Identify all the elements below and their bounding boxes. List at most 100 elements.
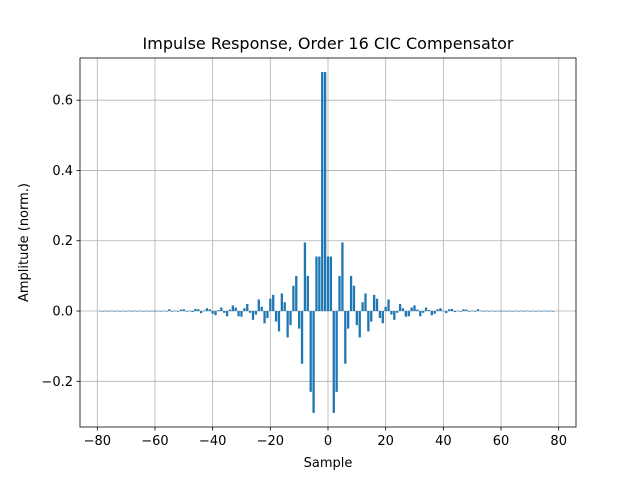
impulse-bar bbox=[272, 294, 275, 312]
impulse-bar bbox=[266, 311, 269, 319]
impulse-bar bbox=[479, 310, 482, 312]
impulse-bar bbox=[119, 311, 122, 312]
axis-ticks: −80 −60 −40 −20 0 20 40 60 80 −0.2 0.0 0.2 0.4 0.6 bbox=[41, 94, 567, 449]
impulse-bar bbox=[168, 309, 171, 312]
impulse-bar bbox=[248, 311, 252, 313]
impulse-bar bbox=[225, 311, 229, 317]
impulse-bar bbox=[404, 311, 408, 317]
impulse-bar bbox=[505, 311, 508, 312]
impulse-bar bbox=[199, 311, 203, 314]
impulse-bar bbox=[113, 311, 116, 312]
impulse-bar bbox=[274, 311, 278, 322]
impulse-bar bbox=[243, 308, 246, 312]
impulse-bar bbox=[179, 309, 183, 312]
impulse-bar bbox=[251, 311, 255, 320]
x-tick-label: −40 bbox=[199, 434, 226, 449]
impulse-bar bbox=[191, 311, 194, 313]
impulse-bar bbox=[300, 311, 304, 364]
impulse-bar bbox=[488, 311, 491, 312]
impulse-bar bbox=[439, 308, 442, 312]
impulse-bar bbox=[445, 311, 448, 314]
impulse-bar bbox=[110, 310, 113, 312]
impulse-bar bbox=[116, 310, 119, 312]
impulse-bar bbox=[525, 310, 529, 312]
impulse-bar bbox=[430, 311, 433, 316]
impulse-bar bbox=[145, 310, 148, 312]
x-tick-label: −60 bbox=[141, 434, 168, 449]
impulse-bar bbox=[465, 309, 468, 312]
impulse-bar bbox=[214, 311, 217, 316]
impulse-bar bbox=[433, 311, 436, 314]
impulse-bar bbox=[459, 311, 462, 312]
impulse-bar bbox=[217, 309, 220, 312]
impulse-bar bbox=[502, 310, 506, 312]
impulse-bar bbox=[413, 305, 416, 312]
impulse-bar bbox=[520, 310, 523, 312]
y-tick-label: 0.2 bbox=[52, 234, 73, 249]
impulse-bar bbox=[546, 311, 549, 312]
impulse-bar bbox=[364, 293, 367, 312]
impulse-bar bbox=[352, 285, 356, 312]
impulse-bar bbox=[424, 307, 428, 312]
impulse-bar bbox=[462, 309, 465, 312]
impulse-bar bbox=[237, 311, 240, 317]
impulse-bar bbox=[396, 311, 399, 313]
impulse-bar bbox=[378, 311, 382, 319]
impulse-bar bbox=[494, 311, 497, 312]
impulse-bar bbox=[522, 311, 526, 312]
impulse-bars bbox=[99, 72, 555, 413]
impulse-bar bbox=[133, 310, 136, 312]
impulse-bar bbox=[312, 311, 315, 413]
chart-title: Impulse Response, Order 16 CIC Compensat… bbox=[143, 34, 514, 53]
impulse-bar bbox=[499, 311, 503, 312]
impulse-bar bbox=[442, 310, 445, 312]
impulse-bar bbox=[384, 306, 387, 312]
y-tick-label: 0.6 bbox=[52, 94, 73, 109]
impulse-bar bbox=[447, 309, 451, 312]
impulse-bar bbox=[107, 311, 110, 312]
impulse-bar bbox=[370, 311, 373, 322]
impulse-bar bbox=[176, 311, 180, 312]
impulse-bar bbox=[534, 311, 537, 312]
impulse-bar bbox=[329, 256, 333, 312]
impulse-bar bbox=[347, 311, 350, 329]
impulse-bar bbox=[436, 309, 439, 312]
impulse-bar bbox=[240, 311, 243, 317]
impulse-bar bbox=[358, 311, 361, 338]
y-tick-label: −0.2 bbox=[41, 375, 73, 390]
impulse-bar bbox=[124, 311, 128, 312]
impulse-bar bbox=[231, 305, 234, 312]
impulse-bar bbox=[318, 256, 321, 312]
impulse-bar bbox=[456, 310, 459, 312]
impulse-bar bbox=[286, 311, 289, 338]
impulse-bar bbox=[367, 311, 370, 332]
impulse-bar bbox=[139, 310, 142, 312]
impulse-bar bbox=[361, 302, 364, 312]
impulse-bar bbox=[485, 310, 488, 312]
impulse-bar bbox=[202, 310, 206, 312]
impulse-bar bbox=[381, 311, 384, 324]
impulse-bar bbox=[416, 309, 419, 312]
impulse-bar bbox=[185, 311, 188, 312]
impulse-bar bbox=[142, 311, 145, 312]
x-tick-label: 0 bbox=[324, 434, 332, 449]
impulse-bar bbox=[349, 275, 353, 312]
x-tick-label: −80 bbox=[84, 434, 111, 449]
impulse-bar bbox=[165, 311, 168, 312]
impulse-bar bbox=[122, 310, 125, 312]
impulse-bar bbox=[234, 307, 237, 312]
impulse-bar bbox=[453, 311, 457, 313]
impulse-bar bbox=[197, 309, 200, 312]
impulse-bar bbox=[540, 311, 543, 312]
impulse-bar bbox=[182, 309, 185, 312]
impulse-bar bbox=[295, 275, 298, 312]
impulse-bar bbox=[514, 310, 517, 312]
impulse-bar bbox=[211, 311, 214, 314]
impulse-bar bbox=[468, 311, 471, 312]
impulse-bar bbox=[174, 310, 177, 312]
impulse-bar bbox=[344, 311, 347, 364]
impulse-bar bbox=[136, 311, 139, 312]
impulse-bar bbox=[496, 310, 500, 312]
impulse-bar bbox=[159, 311, 162, 312]
